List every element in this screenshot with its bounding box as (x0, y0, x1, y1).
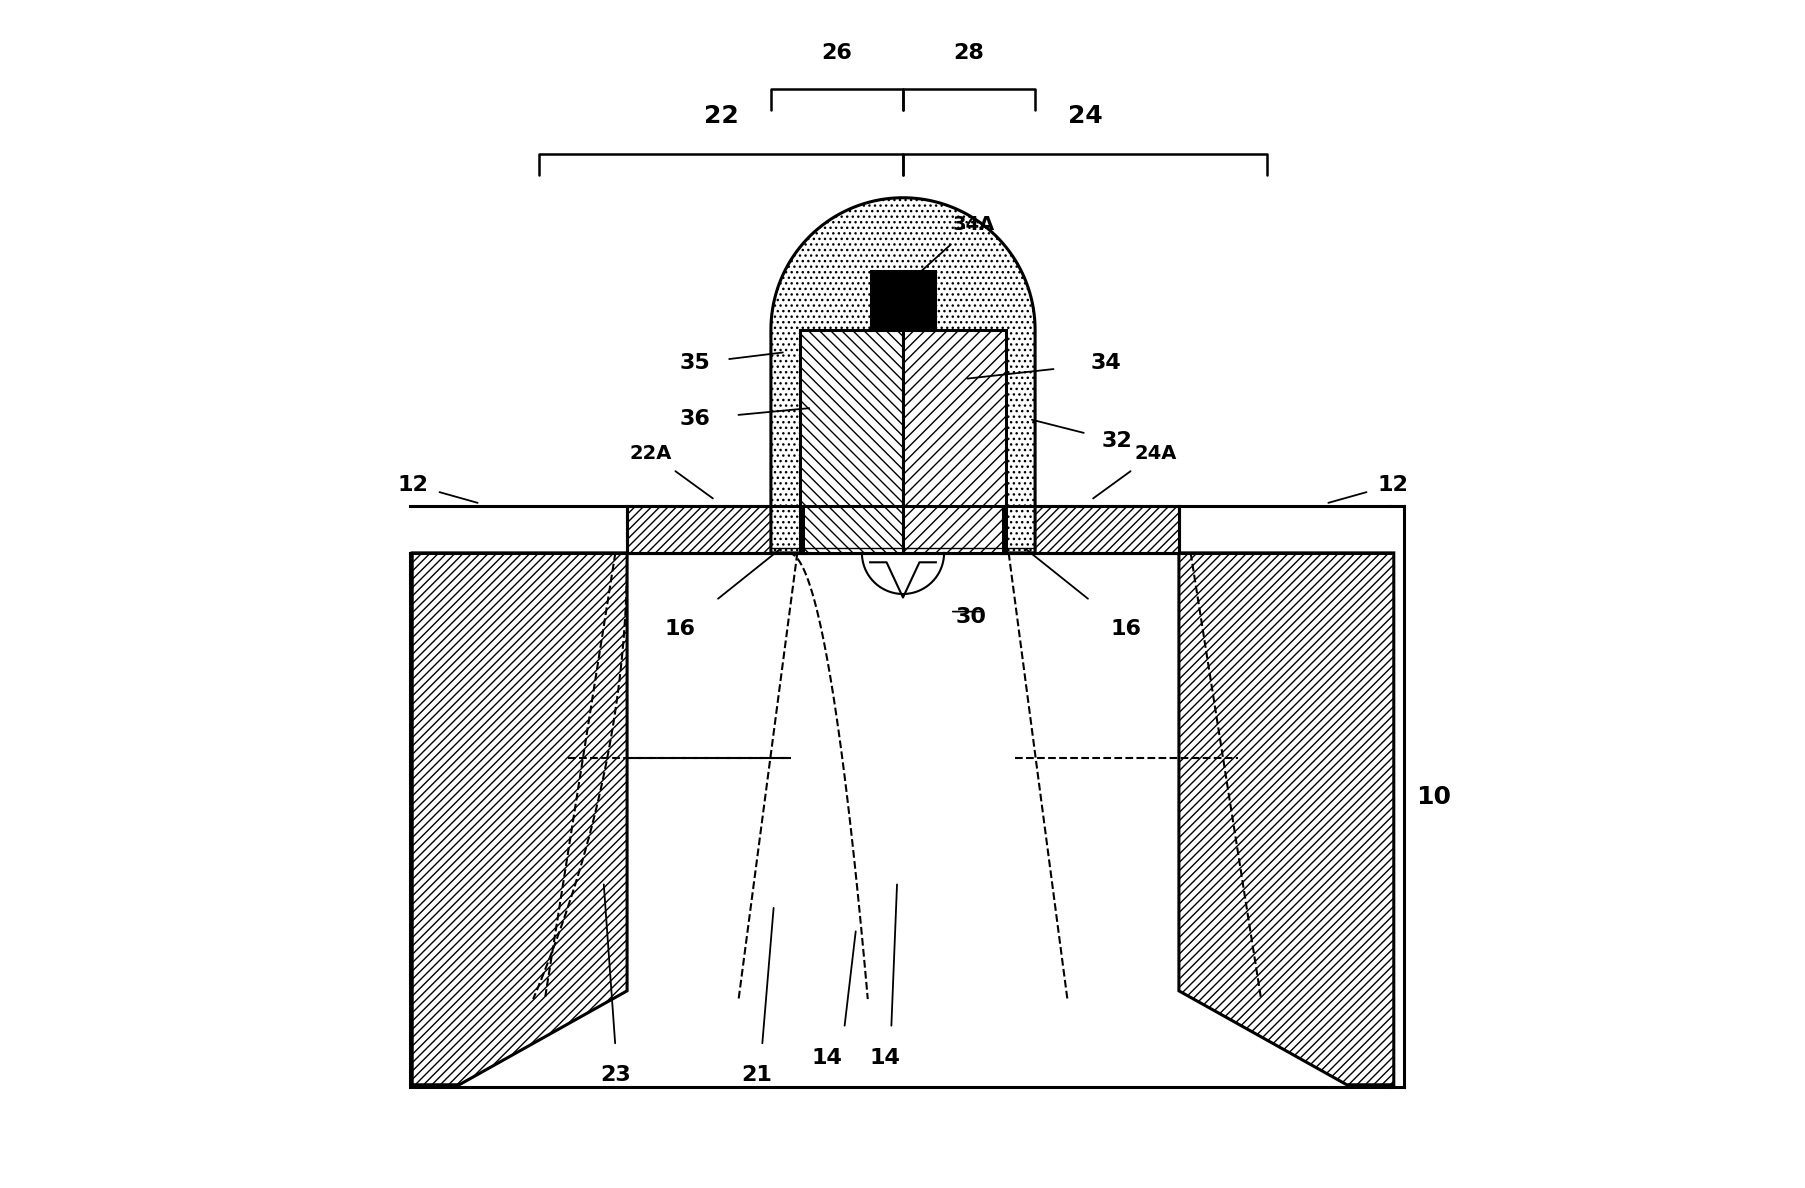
Text: 24A: 24A (1134, 443, 1177, 462)
Polygon shape (902, 330, 1005, 552)
Text: 12: 12 (397, 475, 428, 495)
Text: 22: 22 (704, 103, 738, 128)
Text: 34A: 34A (951, 215, 995, 234)
Text: 22A: 22A (628, 443, 671, 462)
Text: 30: 30 (955, 607, 986, 627)
Text: 26: 26 (821, 43, 852, 63)
Text: 21: 21 (740, 1066, 771, 1086)
Polygon shape (1179, 552, 1393, 1085)
Text: 34: 34 (1090, 353, 1121, 373)
Text: 23: 23 (599, 1066, 630, 1086)
Text: 12: 12 (1377, 475, 1408, 495)
Polygon shape (800, 330, 902, 552)
Text: 28: 28 (953, 43, 984, 63)
Text: 16: 16 (664, 619, 695, 639)
Text: 10: 10 (1415, 784, 1449, 809)
Text: 14: 14 (810, 1048, 841, 1068)
Text: 32: 32 (1101, 431, 1132, 451)
Text: 16: 16 (1110, 619, 1141, 639)
Text: 35: 35 (679, 353, 709, 373)
Bar (626, 506, 803, 552)
Text: 36: 36 (679, 409, 709, 429)
Text: 24: 24 (1067, 103, 1101, 128)
Polygon shape (412, 552, 626, 1085)
Polygon shape (771, 197, 1034, 552)
Text: 14: 14 (870, 1048, 901, 1068)
Bar (870, 271, 935, 330)
Bar (1002, 506, 1179, 552)
Bar (410, 552, 1390, 1087)
